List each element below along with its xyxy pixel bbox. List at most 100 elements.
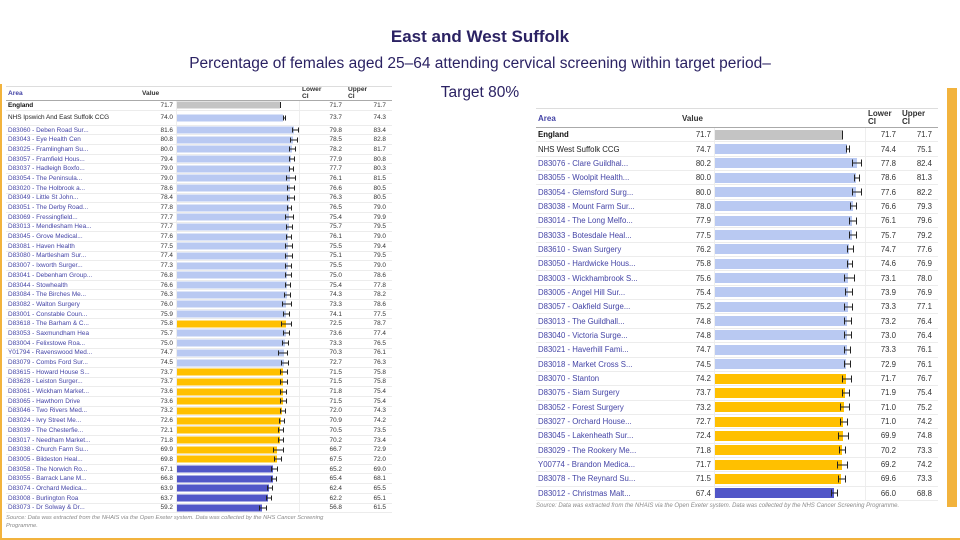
table-row: D83013 - Mendlesham Hea... 77.7 75.7 79.5	[6, 222, 392, 233]
value-bar	[715, 459, 842, 470]
value-bar	[715, 387, 846, 398]
table-row: D83045 - Lakenheath Sur... 72.4 69.9 74.8	[536, 429, 938, 444]
value-cell: 71.7	[160, 101, 173, 109]
ci-whisker	[846, 145, 850, 153]
area-cell: D83037 - Hadleigh Boxfo...	[8, 165, 85, 173]
table-row: D83069 - Fressingfield... 77.7 75.4 79.9	[6, 212, 392, 223]
gold-accent-bottom	[0, 538, 960, 540]
lower-ci-cell: 77.7	[329, 165, 342, 173]
value-cell: 77.6	[160, 233, 173, 241]
table-row: D83013 - The Guildhall... 74.8 73.2 76.4	[536, 314, 938, 329]
value-cell: 71.5	[695, 474, 711, 484]
value-bar	[715, 187, 857, 198]
ci-whisker	[851, 188, 863, 196]
upper-ci-cell: 75.8	[373, 368, 386, 376]
value-bar	[177, 300, 287, 308]
value-cell: 74.5	[695, 359, 711, 369]
ci-whisker	[841, 375, 853, 383]
value-cell: 75.7	[160, 329, 173, 337]
ci-whisker	[840, 418, 848, 426]
ci-whisker	[266, 495, 273, 501]
bar-cell	[176, 309, 300, 319]
area-cell: D83057 - Framfield Hous...	[8, 155, 85, 163]
upper-ci-cell: 81.5	[373, 174, 386, 182]
table-row: D83038 - Church Farm Su... 69.9 66.7 72.9	[6, 445, 392, 456]
value-bar	[715, 129, 842, 140]
ci-whisker	[840, 403, 850, 411]
value-cell: 77.4	[160, 252, 173, 260]
ci-whisker	[270, 476, 277, 482]
value-bar	[177, 320, 286, 328]
bar-cell	[714, 371, 866, 386]
lower-ci-cell: 71.7	[880, 374, 896, 384]
value-bar	[715, 215, 853, 226]
bar-cell	[176, 348, 300, 358]
area-cell: D83628 - Leiston Surger...	[8, 378, 83, 386]
page-title: East and West Suffolk	[390, 27, 570, 46]
ci-whisker	[281, 321, 292, 327]
value-bar	[177, 242, 289, 250]
column-header-value: Value	[142, 90, 160, 97]
value-cell: 71.8	[160, 436, 173, 444]
table-row: Y01794 - Ravenswood Med... 74.7 70.3 76.1	[6, 348, 392, 359]
value-bar	[177, 233, 289, 241]
value-cell: 78.6	[160, 184, 173, 192]
bar-cell	[176, 125, 300, 135]
upper-ci-cell: 74.3	[373, 114, 386, 122]
table-row: D83003 - Wickhambrook S... 75.6 73.1 78.0	[536, 271, 938, 286]
ci-whisker	[837, 475, 847, 483]
ci-whisker	[831, 489, 839, 497]
area-cell: D83073 - Dr Solway & Dr...	[8, 504, 85, 512]
column-header-lower-ci: Lower CI	[302, 86, 322, 100]
value-bar	[715, 330, 847, 341]
ci-whisker	[841, 389, 851, 397]
upper-ci-cell: 77.5	[373, 310, 386, 318]
upper-ci-cell: 80.5	[373, 184, 386, 192]
table-row: D83038 - Mount Farm Sur... 78.0 76.6 79.3	[536, 199, 938, 215]
value-bar	[715, 158, 857, 169]
upper-ci-cell: 65.5	[373, 484, 386, 492]
ci-whisker	[282, 340, 289, 346]
upper-ci-cell: 80.5	[373, 194, 386, 202]
upper-ci-cell: 78.7	[373, 320, 386, 328]
ci-whisker	[848, 231, 857, 239]
upper-ci-cell: 76.9	[916, 287, 932, 297]
ci-whisker	[279, 379, 288, 385]
area-cell: D83045 - Grove Medical...	[8, 233, 83, 241]
value-bar	[177, 101, 280, 109]
table-row: England 71.7 71.7 71.7	[6, 101, 392, 111]
value-bar	[177, 223, 289, 231]
value-bar	[715, 144, 847, 155]
upper-ci-cell: 76.4	[916, 330, 932, 340]
column-header-value: Value	[682, 113, 703, 123]
value-bar	[177, 155, 291, 163]
bar-cell	[176, 358, 300, 367]
ci-whisker	[838, 446, 847, 454]
lower-ci-cell: 73.2	[880, 316, 896, 326]
bar-cell	[176, 271, 300, 280]
ci-whisker	[273, 456, 283, 462]
area-cell: D83057 - Oakfield Surge...	[538, 302, 631, 312]
value-bar	[715, 273, 849, 284]
value-cell: 73.7	[695, 388, 711, 398]
lower-ci-cell: 70.3	[329, 349, 342, 357]
lower-ci-cell: 62.2	[329, 494, 342, 502]
ci-whisker	[286, 175, 296, 181]
value-bar	[715, 230, 852, 241]
value-bar	[177, 349, 285, 357]
ci-whisker	[283, 311, 291, 317]
area-cell: D83018 - Market Cross S...	[538, 359, 633, 369]
lower-ci-cell: 76.5	[329, 204, 342, 212]
bar-cell	[176, 203, 300, 212]
value-bar	[177, 126, 295, 134]
value-bar	[177, 204, 289, 212]
area-cell: D83054 - The Peninsula...	[8, 174, 83, 182]
bar-cell	[714, 156, 866, 171]
value-bar	[177, 417, 282, 425]
area-cell: D83027 - Orchard House...	[538, 417, 632, 427]
area-cell: D83615 - Howard House S...	[8, 368, 90, 376]
value-cell: 72.4	[695, 431, 711, 441]
value-bar	[177, 136, 293, 144]
value-cell: 71.8	[695, 445, 711, 455]
